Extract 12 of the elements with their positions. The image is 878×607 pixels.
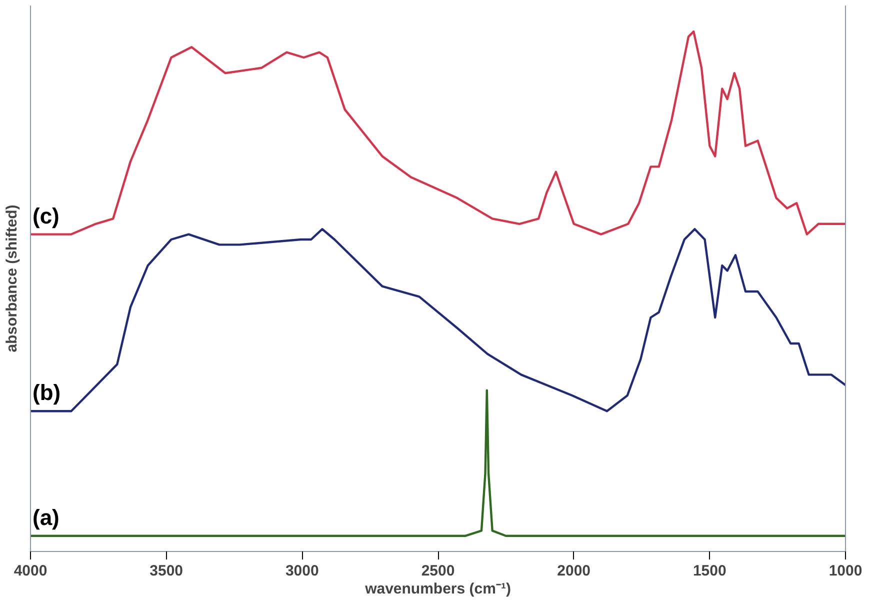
series-label: (a) — [32, 504, 60, 530]
y-axis-title: absorbance (shifted) — [4, 204, 20, 352]
x-tick-label: 1500 — [692, 562, 726, 580]
x-tick-label: 3000 — [285, 562, 319, 580]
series-label: (b) — [32, 380, 61, 406]
x-tick-label: 4000 — [14, 562, 48, 580]
x-tick-label: 2000 — [557, 562, 591, 580]
series-label: (c) — [32, 203, 60, 228]
x-tick-label: 3500 — [150, 562, 184, 580]
x-axis-title: wavenumbers (cm⁻¹) — [364, 580, 511, 598]
x-tick-label: 2500 — [421, 562, 455, 580]
x-tick-label: 1000 — [828, 562, 862, 580]
